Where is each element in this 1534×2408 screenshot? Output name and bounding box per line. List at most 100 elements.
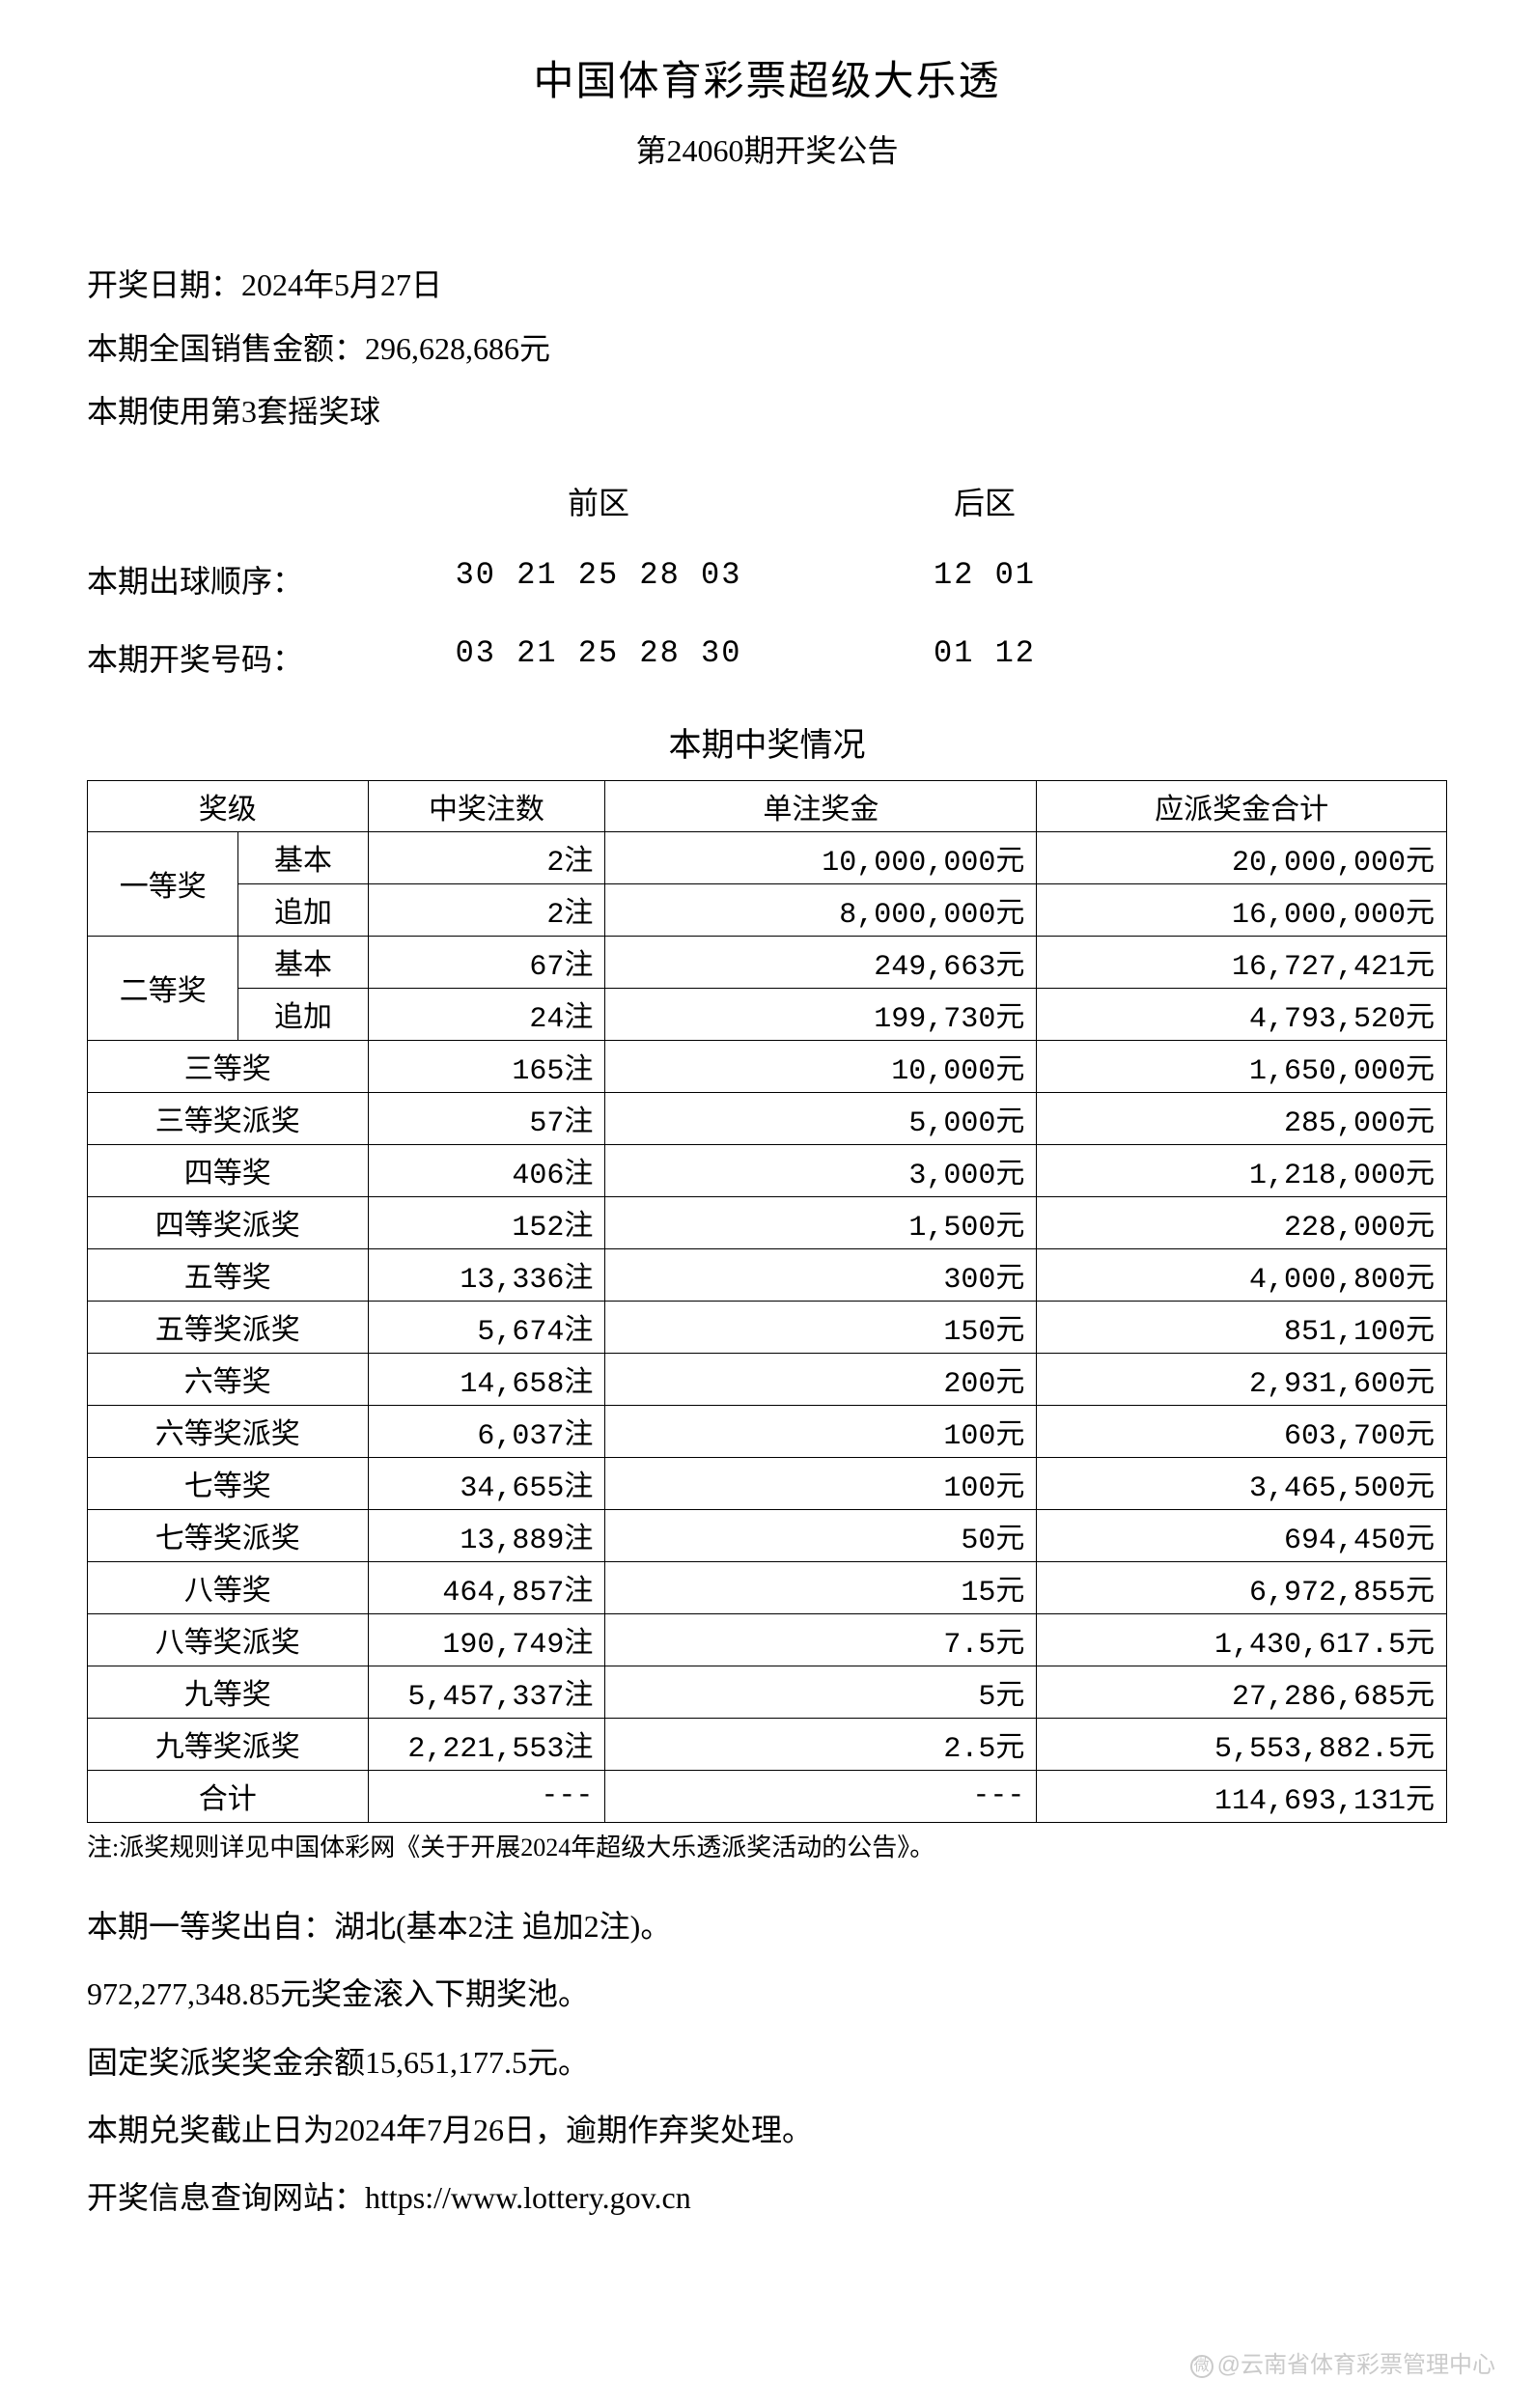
amount-cell: 50元 xyxy=(605,1509,1037,1561)
footer-line-4: 本期兑奖截止日为2024年7月26日，逾期作弃奖处理。 xyxy=(87,2096,1447,2164)
table-row: 追加2注8,000,000元16,000,000元 xyxy=(88,883,1447,936)
winning-back: 01 12 xyxy=(840,635,1130,680)
prize-cell: 合计 xyxy=(88,1770,369,1822)
amount-cell: 2.5元 xyxy=(605,1718,1037,1770)
prize-cell: 三等奖 xyxy=(88,1040,369,1092)
prize-cell: 七等奖派奖 xyxy=(88,1509,369,1561)
amount-cell: 199,730元 xyxy=(605,988,1037,1040)
table-row: 三等奖派奖57注5,000元285,000元 xyxy=(88,1092,1447,1144)
count-cell: 165注 xyxy=(368,1040,605,1092)
count-cell: 67注 xyxy=(368,936,605,988)
draw-order-back: 12 01 xyxy=(840,557,1130,602)
total-cell: 20,000,000元 xyxy=(1037,831,1447,883)
total-cell: 1,430,617.5元 xyxy=(1037,1613,1447,1666)
prize-cell: 九等奖派奖 xyxy=(88,1718,369,1770)
prize-sub-cell: 追加 xyxy=(238,883,368,936)
amount-cell: 300元 xyxy=(605,1248,1037,1301)
count-cell: 5,674注 xyxy=(368,1301,605,1353)
footer-line-2: 972,277,348.85元奖金滚入下期奖池。 xyxy=(87,1960,1447,2028)
prize-cell: 六等奖派奖 xyxy=(88,1405,369,1457)
amount-cell: 5元 xyxy=(605,1666,1037,1718)
prize-cell: 一等奖 xyxy=(88,831,238,936)
prize-cell: 五等奖 xyxy=(88,1248,369,1301)
front-zone-label: 前区 xyxy=(357,479,840,523)
info-block: 开奖日期：2024年5月27日 本期全国销售金额：296,628,686元 本期… xyxy=(87,258,1447,440)
footer-line-5: 开奖信息查询网站：https://www.lottery.gov.cn xyxy=(87,2164,1447,2231)
amount-cell: 150元 xyxy=(605,1301,1037,1353)
table-row: 追加24注199,730元4,793,520元 xyxy=(88,988,1447,1040)
table-row: 五等奖派奖5,674注150元851,100元 xyxy=(88,1301,1447,1353)
count-cell: 14,658注 xyxy=(368,1353,605,1405)
total-cell: 16,000,000元 xyxy=(1037,883,1447,936)
total-cell: 228,000元 xyxy=(1037,1196,1447,1248)
prize-cell: 二等奖 xyxy=(88,936,238,1040)
table-row: 五等奖13,336注300元4,000,800元 xyxy=(88,1248,1447,1301)
amount-cell: 10,000,000元 xyxy=(605,831,1037,883)
total-cell: 4,793,520元 xyxy=(1037,988,1447,1040)
table-note: 注:派奖规则详见中国体彩网《关于开展2024年超级大乐透派奖活动的公告》。 xyxy=(87,1828,1447,1863)
table-row: 九等奖5,457,337注5元27,286,685元 xyxy=(88,1666,1447,1718)
footer-line-1: 本期一等奖出自：湖北(基本2注 追加2注)。 xyxy=(87,1892,1447,1960)
count-cell: 5,457,337注 xyxy=(368,1666,605,1718)
table-row: 三等奖165注10,000元1,650,000元 xyxy=(88,1040,1447,1092)
total-cell: 4,000,800元 xyxy=(1037,1248,1447,1301)
table-row: 九等奖派奖2,221,553注2.5元5,553,882.5元 xyxy=(88,1718,1447,1770)
prize-table: 奖级 中奖注数 单注奖金 应派奖金合计 一等奖基本2注10,000,000元20… xyxy=(87,780,1447,1823)
sales-value: 296,628,686元 xyxy=(365,331,550,366)
prize-sub-cell: 追加 xyxy=(238,988,368,1040)
total-cell: 114,693,131元 xyxy=(1037,1770,1447,1822)
table-row: 四等奖派奖152注1,500元228,000元 xyxy=(88,1196,1447,1248)
count-cell: 24注 xyxy=(368,988,605,1040)
prize-cell: 三等奖派奖 xyxy=(88,1092,369,1144)
total-cell: 1,218,000元 xyxy=(1037,1144,1447,1196)
count-cell: 34,655注 xyxy=(368,1457,605,1509)
total-cell: 285,000元 xyxy=(1037,1092,1447,1144)
col-prize-header: 奖级 xyxy=(88,780,369,831)
amount-cell: 100元 xyxy=(605,1405,1037,1457)
total-cell: 851,100元 xyxy=(1037,1301,1447,1353)
prize-cell: 八等奖 xyxy=(88,1561,369,1613)
back-zone-label: 后区 xyxy=(840,479,1130,523)
count-cell: 152注 xyxy=(368,1196,605,1248)
table-row: 七等奖34,655注100元3,465,500元 xyxy=(88,1457,1447,1509)
table-row: 七等奖派奖13,889注50元694,450元 xyxy=(88,1509,1447,1561)
page-subtitle: 第24060期开奖公告 xyxy=(87,126,1447,171)
total-cell: 2,931,600元 xyxy=(1037,1353,1447,1405)
table-row: 二等奖基本67注249,663元16,727,421元 xyxy=(88,936,1447,988)
amount-cell: 10,000元 xyxy=(605,1040,1037,1092)
total-cell: 694,450元 xyxy=(1037,1509,1447,1561)
footer-line-3: 固定奖派奖奖金余额15,651,177.5元。 xyxy=(87,2029,1447,2096)
table-row: 一等奖基本2注10,000,000元20,000,000元 xyxy=(88,831,1447,883)
count-cell: 57注 xyxy=(368,1092,605,1144)
amount-cell: 200元 xyxy=(605,1353,1037,1405)
count-cell: 2,221,553注 xyxy=(368,1718,605,1770)
draw-date-label: 开奖日期： xyxy=(87,267,241,302)
total-cell: 27,286,685元 xyxy=(1037,1666,1447,1718)
amount-cell: 8,000,000元 xyxy=(605,883,1037,936)
amount-cell: 15元 xyxy=(605,1561,1037,1613)
table-row: 合计------114,693,131元 xyxy=(88,1770,1447,1822)
prize-cell: 五等奖派奖 xyxy=(88,1301,369,1353)
amount-cell: 249,663元 xyxy=(605,936,1037,988)
weibo-icon: 微 xyxy=(1190,2355,1213,2378)
sales-label: 本期全国销售金额： xyxy=(87,331,365,366)
table-row: 六等奖14,658注200元2,931,600元 xyxy=(88,1353,1447,1405)
table-header-row: 奖级 中奖注数 单注奖金 应派奖金合计 xyxy=(88,780,1447,831)
col-amount-header: 单注奖金 xyxy=(605,780,1037,831)
amount-cell: --- xyxy=(605,1770,1037,1822)
amount-cell: 100元 xyxy=(605,1457,1037,1509)
amount-cell: 7.5元 xyxy=(605,1613,1037,1666)
total-cell: 16,727,421元 xyxy=(1037,936,1447,988)
prize-cell: 八等奖派奖 xyxy=(88,1613,369,1666)
page-title: 中国体育彩票超级大乐透 xyxy=(87,48,1447,107)
prize-section-title: 本期中奖情况 xyxy=(87,718,1447,766)
prize-cell: 九等奖 xyxy=(88,1666,369,1718)
amount-cell: 3,000元 xyxy=(605,1144,1037,1196)
draw-date-value: 2024年5月27日 xyxy=(241,267,442,302)
prize-sub-cell: 基本 xyxy=(238,936,368,988)
prize-cell: 四等奖 xyxy=(88,1144,369,1196)
winning-front: 03 21 25 28 30 xyxy=(357,635,840,680)
total-cell: 603,700元 xyxy=(1037,1405,1447,1457)
col-count-header: 中奖注数 xyxy=(368,780,605,831)
watermark-text: @云南省体育彩票管理中心 xyxy=(1217,2352,1495,2378)
